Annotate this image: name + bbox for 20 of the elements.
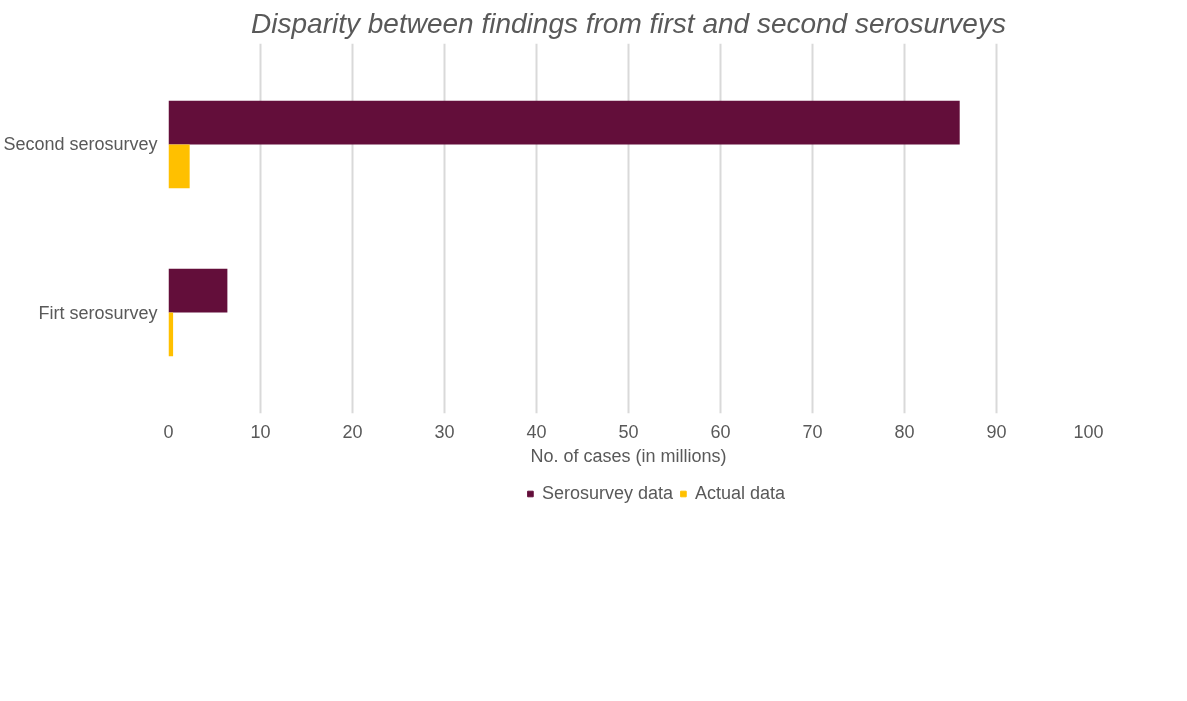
chart-title: Disparity between findings from first and second serosurveys [251, 7, 1006, 39]
x-tick-label: 30 [434, 421, 455, 442]
x-tick-label: 60 [710, 421, 731, 442]
x-tick-label: 80 [894, 421, 915, 442]
x-tick-label: 70 [802, 421, 823, 442]
x-axis-title: No. of cases (in millions) [530, 445, 727, 466]
bar [168, 144, 190, 189]
legend-label: Serosurvey data [541, 482, 674, 504]
x-tick-label: 10 [250, 421, 271, 442]
x-tick-label: 40 [526, 421, 547, 442]
x-tick-label: 0 [163, 421, 174, 442]
legend-label: Actual data [695, 482, 786, 504]
x-tick-label: 20 [342, 421, 363, 442]
bar [168, 268, 228, 313]
y-tick-label: Second serosurvey [3, 134, 158, 155]
y-tick-label: Firt serosurvey [38, 302, 158, 323]
x-tick-label: 50 [618, 421, 639, 442]
x-tick-label: 100 [1073, 421, 1104, 442]
x-tick-label: 90 [986, 421, 1007, 442]
bar [168, 100, 960, 145]
